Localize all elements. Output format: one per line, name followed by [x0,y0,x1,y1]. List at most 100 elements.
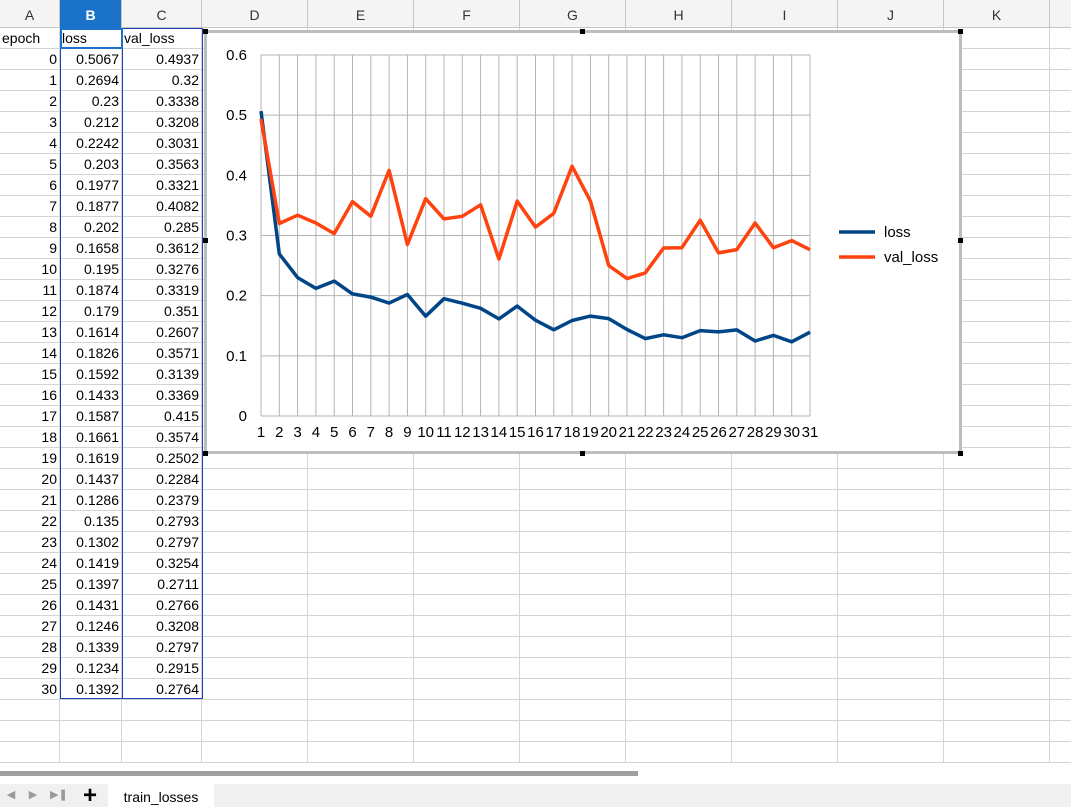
cell-loss[interactable]: 0.1614 [76,324,119,340]
cell-val-loss[interactable]: 0.2797 [156,639,199,655]
add-sheet-icon[interactable]: + [82,782,97,807]
cell-val-loss[interactable]: 0.2797 [156,534,199,550]
cell-val-loss[interactable]: 0.4937 [156,51,199,67]
cell-loss[interactable]: 0.1977 [76,177,119,193]
chart-resize-handle[interactable] [203,451,208,456]
cell-loss[interactable]: 0.179 [83,303,119,319]
column-header-j[interactable]: J [838,0,944,28]
cell-loss[interactable]: 0.1419 [76,555,119,571]
cell-loss[interactable]: 0.195 [83,261,119,277]
column-header-d[interactable]: D [202,0,308,28]
cell-val-loss[interactable]: 0.3208 [156,618,199,634]
chart-resize-handle[interactable] [958,29,963,34]
cell-loss[interactable]: 0.1234 [76,660,119,676]
cell-val-loss[interactable]: 0.3031 [156,135,199,151]
cell-val-loss[interactable]: 0.3612 [156,240,199,256]
cell-val-loss[interactable]: 0.2607 [156,324,199,340]
cell-epoch[interactable]: 1 [49,72,57,88]
cell-val-loss[interactable]: 0.3338 [156,93,199,109]
cell-epoch[interactable]: 13 [41,324,57,340]
cell-loss[interactable]: 0.135 [83,513,119,529]
cell-epoch[interactable]: 2 [49,93,57,109]
column-header-c[interactable]: C [122,0,202,28]
cell-epoch[interactable]: 15 [41,366,57,382]
cell-loss[interactable]: 0.1592 [76,366,119,382]
cell-loss[interactable]: 0.1661 [76,429,119,445]
cell-epoch[interactable]: 16 [41,387,57,403]
cell-epoch[interactable]: 7 [49,198,57,214]
next-sheet-icon[interactable]: ▶❚ [50,789,68,801]
chart-resize-handle[interactable] [958,451,963,456]
cell-epoch[interactable]: 24 [41,555,57,571]
cell-val-loss[interactable]: 0.2711 [157,576,199,592]
column-header-b[interactable]: B [60,0,122,28]
cell-val-loss[interactable]: 0.3139 [156,366,199,382]
horizontal-scrollbar[interactable] [0,771,638,776]
header-cell-epoch[interactable]: epoch [2,30,41,46]
cell-epoch[interactable]: 8 [49,219,57,235]
cell-epoch[interactable]: 21 [41,492,57,508]
cell-epoch[interactable]: 23 [41,534,57,550]
line-chart[interactable]: 0 0.1 0.2 0.3 0.4 0.5 0.6 1 2 3 4 5 6 7 8 9 10 11 12 13 14 15… [204,30,962,454]
cell-val-loss[interactable]: 0.285 [163,219,199,235]
chart-resize-handle[interactable] [580,29,585,34]
cell-epoch[interactable]: 0 [49,51,57,67]
cell-epoch[interactable]: 30 [41,681,57,697]
column-header-i[interactable]: I [732,0,838,28]
chart-resize-handle[interactable] [580,451,585,456]
column-header-e[interactable]: E [308,0,414,28]
cell-epoch[interactable]: 17 [41,408,57,424]
cell-val-loss[interactable]: 0.3563 [156,156,199,172]
cell-epoch[interactable]: 10 [41,261,57,277]
cell-val-loss[interactable]: 0.2764 [156,681,199,697]
cell-loss[interactable]: 0.1339 [76,639,119,655]
cell-epoch[interactable]: 22 [41,513,57,529]
cell-loss[interactable]: 0.1619 [76,450,119,466]
cell-val-loss[interactable]: 0.3276 [156,261,199,277]
cell-epoch[interactable]: 11 [42,282,57,298]
cell-val-loss[interactable]: 0.351 [163,303,199,319]
chart-resize-handle[interactable] [203,238,208,243]
cell-val-loss[interactable]: 0.3574 [156,429,199,445]
cell-val-loss[interactable]: 0.2379 [156,492,199,508]
cell-val-loss[interactable]: 0.2793 [156,513,199,529]
cell-epoch[interactable]: 9 [49,240,57,256]
column-header-h[interactable]: H [626,0,732,28]
cell-loss[interactable]: 0.1246 [76,618,119,634]
cell-loss[interactable]: 0.1431 [76,597,119,613]
cell-epoch[interactable]: 4 [49,135,57,151]
cell-loss[interactable]: 0.1286 [76,492,119,508]
sheet-tab-train-losses[interactable]: train_losses [108,784,214,807]
cell-epoch[interactable]: 28 [41,639,57,655]
cell-val-loss[interactable]: 0.2915 [156,660,199,676]
cell-loss[interactable]: 0.5067 [76,51,119,67]
cell-val-loss[interactable]: 0.415 [163,408,199,424]
cell-val-loss[interactable]: 0.3208 [156,114,199,130]
cell-loss[interactable]: 0.1392 [76,681,119,697]
cell-val-loss[interactable]: 0.3319 [156,282,199,298]
column-header-a[interactable]: A [0,0,60,28]
spreadsheet-grid[interactable]: epoch loss val_loss 0 0.5067 0.4937 1 0.2694 0.3… [0,28,1071,763]
cell-val-loss[interactable]: 0.2766 [156,597,199,613]
chart-resize-handle[interactable] [203,29,208,34]
cell-epoch[interactable]: 5 [49,156,57,172]
cell-epoch[interactable]: 6 [49,177,57,193]
prev-sheet-icon[interactable]: ▶ [28,789,38,801]
cell-loss[interactable]: 0.1658 [76,240,119,256]
cell-loss[interactable]: 0.1874 [76,282,119,298]
cell-loss[interactable]: 0.1877 [76,198,119,214]
cell-loss[interactable]: 0.23 [91,93,119,109]
cell-val-loss[interactable]: 0.3571 [156,345,199,361]
cell-loss[interactable]: 0.212 [83,114,119,130]
column-header-k[interactable]: K [944,0,1050,28]
cell-epoch[interactable]: 18 [41,429,57,445]
cell-epoch[interactable]: 20 [41,471,57,487]
cell-val-loss[interactable]: 0.3254 [156,555,199,571]
first-sheet-icon[interactable]: ◀ [6,789,16,801]
cell-loss[interactable]: 0.1437 [76,471,119,487]
cell-val-loss[interactable]: 0.2284 [156,471,199,487]
cell-epoch[interactable]: 26 [41,597,57,613]
cell-loss[interactable]: 0.1433 [76,387,119,403]
cell-val-loss[interactable]: 0.3369 [156,387,199,403]
cell-loss[interactable]: 0.1587 [76,408,119,424]
